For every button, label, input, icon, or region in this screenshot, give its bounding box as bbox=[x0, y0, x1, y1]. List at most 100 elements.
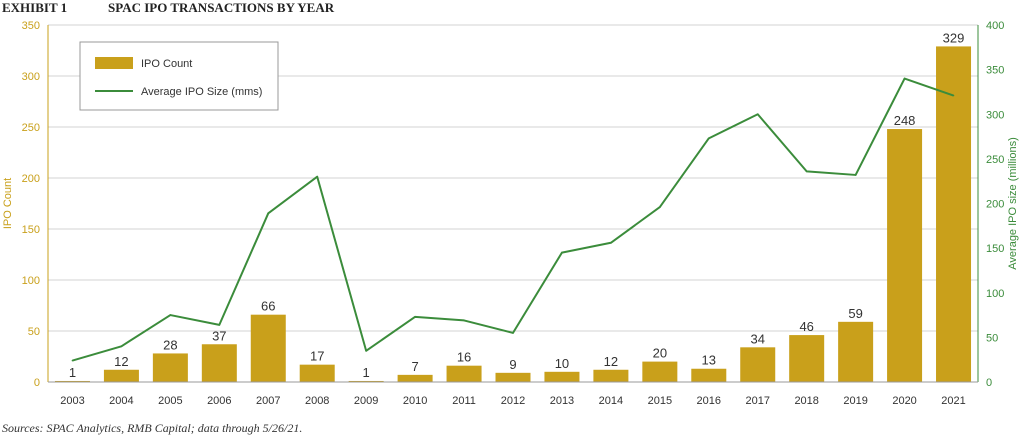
line-point bbox=[463, 319, 465, 322]
bar-2020 bbox=[887, 129, 923, 382]
source-note: Sources: SPAC Analytics, RMB Capital; da… bbox=[2, 421, 303, 435]
right-tick-label: 300 bbox=[986, 109, 1004, 121]
bar-value-label: 46 bbox=[799, 319, 813, 334]
left-tick-label: 50 bbox=[28, 326, 40, 338]
left-tick-label: 300 bbox=[22, 71, 40, 83]
left-tick-label: 350 bbox=[22, 20, 40, 32]
line-point bbox=[854, 174, 857, 176]
x-tick-label: 2013 bbox=[550, 395, 574, 407]
line-point bbox=[120, 345, 123, 348]
bar-value-label: 7 bbox=[411, 359, 418, 374]
x-tick-label: 2016 bbox=[697, 395, 721, 407]
right-tick-label: 150 bbox=[986, 243, 1004, 255]
line-point bbox=[805, 170, 808, 173]
bar-value-label: 34 bbox=[751, 331, 765, 346]
x-tick-label: 2021 bbox=[941, 395, 965, 407]
right-tick-label: 200 bbox=[986, 199, 1004, 211]
axes-group: 0 50 100 150 200 250 300 350 0 50 100 150 200 250 300 3… bbox=[2, 20, 1019, 407]
left-tick-label: 0 bbox=[34, 377, 40, 389]
bar-value-label: 329 bbox=[943, 30, 965, 45]
bar-2018 bbox=[789, 335, 825, 382]
legend-line-label: Average IPO Size (mms) bbox=[141, 86, 262, 98]
x-tick-label: 2006 bbox=[207, 395, 231, 407]
bar-2021 bbox=[936, 46, 972, 383]
bar-value-label: 12 bbox=[604, 354, 618, 369]
x-tick-label: 2017 bbox=[745, 395, 769, 407]
right-tick-label: 100 bbox=[986, 288, 1004, 300]
x-tick-label: 2018 bbox=[794, 395, 818, 407]
bar-value-label: 28 bbox=[163, 337, 177, 352]
right-axis-title: Average IPO size (millions) bbox=[1007, 137, 1019, 269]
bar-value-label: 10 bbox=[555, 356, 569, 371]
bar-2013 bbox=[544, 371, 580, 382]
bar-2006 bbox=[201, 344, 237, 382]
bar-value-label: 13 bbox=[702, 353, 716, 368]
left-axis-title: IPO Count bbox=[2, 178, 14, 229]
x-tick-label: 2011 bbox=[452, 395, 476, 407]
x-tick-label: 2010 bbox=[403, 395, 427, 407]
bar-value-label: 20 bbox=[653, 346, 667, 361]
bar-value-label: 59 bbox=[848, 306, 862, 321]
bar-2016 bbox=[691, 368, 727, 382]
line-point bbox=[316, 175, 319, 178]
bar-2010 bbox=[397, 374, 433, 382]
line-point bbox=[707, 137, 710, 140]
right-tick-label: 0 bbox=[986, 377, 992, 389]
chart-title: SPAC IPO TRANSACTIONS BY YEAR bbox=[108, 0, 335, 15]
line-point bbox=[903, 77, 906, 80]
bar-2003 bbox=[54, 380, 90, 382]
x-tick-label: 2003 bbox=[60, 395, 84, 407]
x-tick-label: 2005 bbox=[158, 395, 182, 407]
x-tick-label: 2009 bbox=[354, 395, 378, 407]
x-tick-label: 2008 bbox=[305, 395, 329, 407]
line-point bbox=[512, 332, 514, 334]
bar-value-label: 248 bbox=[894, 113, 916, 128]
bar-value-label: 1 bbox=[363, 365, 370, 380]
bar-2017 bbox=[740, 347, 776, 382]
line-point bbox=[756, 113, 759, 116]
right-tick-label: 350 bbox=[986, 65, 1004, 77]
bar-2015 bbox=[642, 361, 678, 382]
line-series-group bbox=[71, 77, 955, 362]
line-point bbox=[169, 314, 172, 316]
bar-value-label: 17 bbox=[310, 349, 324, 364]
bar-2011 bbox=[446, 365, 482, 382]
right-tick-label: 50 bbox=[986, 332, 998, 344]
line-point bbox=[71, 359, 74, 362]
left-tick-label: 200 bbox=[22, 173, 40, 185]
avg-ipo-size-line bbox=[72, 77, 954, 362]
left-tick-label: 150 bbox=[22, 224, 40, 236]
legend-box bbox=[79, 41, 279, 111]
line-point bbox=[659, 206, 661, 208]
left-tick-label: 100 bbox=[22, 275, 40, 287]
bar-2014 bbox=[593, 369, 629, 382]
bar-value-label: 37 bbox=[212, 328, 226, 343]
legend-bar-label: IPO Count bbox=[141, 58, 192, 70]
bars-group bbox=[54, 46, 972, 383]
right-tick-label: 250 bbox=[986, 154, 1004, 166]
x-tick-label: 2012 bbox=[501, 395, 525, 407]
x-tick-label: 2007 bbox=[256, 395, 280, 407]
bar-value-label: 9 bbox=[509, 357, 516, 372]
bar-2012 bbox=[495, 372, 531, 382]
line-point bbox=[561, 251, 563, 254]
exhibit-label: EXHIBIT 1 bbox=[2, 0, 68, 15]
x-tick-label: 2019 bbox=[843, 395, 867, 407]
bar-2004 bbox=[103, 369, 139, 382]
left-tick-label: 250 bbox=[22, 122, 40, 134]
line-point bbox=[610, 241, 612, 244]
bar-2005 bbox=[152, 353, 188, 382]
line-point bbox=[365, 349, 367, 352]
right-tick-label: 400 bbox=[986, 20, 1004, 32]
line-point bbox=[952, 94, 955, 97]
line-point bbox=[414, 316, 416, 318]
bar-value-label: 66 bbox=[261, 299, 275, 314]
legend: IPO Count Average IPO Size (mms) bbox=[79, 41, 279, 111]
legend-bar-swatch bbox=[95, 57, 133, 69]
bar-value-label: 16 bbox=[457, 350, 471, 365]
x-tick-label: 2015 bbox=[648, 395, 672, 407]
line-point bbox=[218, 324, 221, 326]
bar-value-label: 1 bbox=[69, 365, 76, 380]
